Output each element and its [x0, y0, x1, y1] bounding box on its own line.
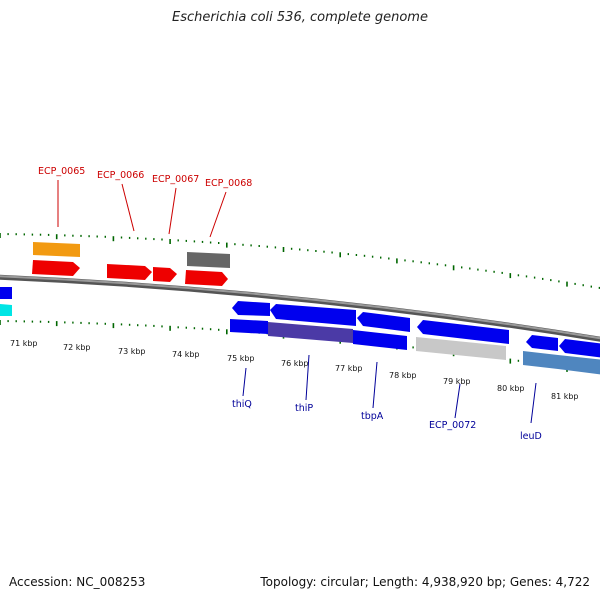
kbp-label: 78 kbp	[389, 371, 417, 380]
gene-arrow-ecp0065[interactable]	[32, 260, 80, 276]
callout-line	[530, 382, 537, 424]
kbp-label: 77 kbp	[335, 364, 363, 373]
gene-arrow-ecp0066[interactable]	[107, 264, 152, 280]
genome-backbone	[0, 274, 600, 342]
reverse-gene-labels: thiQ thiP tbpA ECP_0072 leuD	[232, 354, 542, 442]
gene-feature-grey[interactable]	[187, 252, 230, 268]
gene-arrow-upper-f[interactable]	[559, 339, 600, 358]
gene-feature-steelblue[interactable]	[558, 355, 600, 375]
gene-label-ECP_0072[interactable]: ECP_0072	[429, 420, 476, 431]
gene-label-thiQ[interactable]: thiQ	[232, 399, 252, 410]
gene-label-leuD[interactable]: leuD	[520, 431, 542, 442]
gene-label-thiP[interactable]: thiP	[295, 403, 313, 414]
kbp-label: 75 kbp	[227, 354, 255, 363]
forward-gene-labels: ECP_0065 ECP_0066 ECP_0067 ECP_0068	[38, 166, 252, 238]
callout-line	[372, 361, 378, 409]
accession-text: Accession: NC_008253	[9, 575, 146, 589]
map-title: Escherichia coli 536, complete genome	[172, 10, 428, 25]
gene-label-ecp0065[interactable]: ECP_0065	[38, 166, 85, 177]
kbp-label: 79 kbp	[443, 377, 471, 386]
gene-arrow-upper-b[interactable]	[270, 304, 356, 326]
gene-thiQ[interactable]	[230, 319, 268, 334]
gene-feature-orange[interactable]	[33, 242, 80, 257]
callout-line	[454, 383, 461, 419]
callout-line	[242, 367, 247, 397]
kbp-label: 72 kbp	[63, 343, 91, 352]
kbp-label: 74 kbp	[172, 350, 200, 359]
reverse-features	[230, 301, 600, 375]
gene-arrow-upper-a[interactable]	[232, 301, 270, 316]
gene-thiP[interactable]	[268, 322, 353, 343]
gene-label-ecp0068[interactable]: ECP_0068	[205, 178, 252, 189]
genome-backbone-highlight	[0, 275, 600, 340]
gene-arrow-upper-d[interactable]	[417, 320, 509, 344]
gene-fragment-cyan[interactable]	[0, 304, 12, 316]
gene-fragment-blue[interactable]	[0, 287, 12, 299]
kbp-axis-labels: 71 kbp 72 kbp 73 kbp 74 kbp 75 kbp 76 kb…	[10, 339, 579, 401]
callout-line	[305, 354, 310, 401]
gene-arrow-ecp0068[interactable]	[185, 270, 228, 286]
callout-line	[209, 191, 227, 238]
genome-stats-text: Topology: circular; Length: 4,938,920 bp…	[260, 575, 590, 589]
gene-tbpA[interactable]	[353, 330, 407, 350]
outer-tick-ring	[0, 233, 600, 289]
callout-line	[121, 183, 135, 232]
gene-label-ecp0067[interactable]: ECP_0067	[152, 174, 199, 185]
gene-arrow-upper-e[interactable]	[526, 335, 558, 351]
gene-label-ecp0066[interactable]: ECP_0066	[97, 170, 144, 181]
kbp-label: 76 kbp	[281, 359, 309, 368]
kbp-label: 71 kbp	[10, 339, 38, 348]
callout-line	[168, 187, 177, 235]
gene-label-tbpA[interactable]: tbpA	[361, 411, 384, 422]
gene-leuD[interactable]	[523, 351, 558, 369]
kbp-label: 73 kbp	[118, 347, 146, 356]
gene-ECP_0072[interactable]	[416, 337, 506, 360]
gene-arrow-upper-c[interactable]	[357, 312, 410, 332]
gene-arrow-ecp0067[interactable]	[153, 267, 177, 282]
forward-features	[32, 242, 230, 286]
kbp-label: 81 kbp	[551, 392, 579, 401]
kbp-label: 80 kbp	[497, 384, 525, 393]
